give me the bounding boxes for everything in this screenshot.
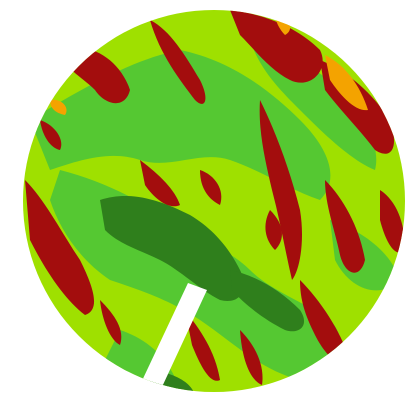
zone <box>25 180 95 315</box>
zone <box>100 300 122 345</box>
zone <box>230 10 323 83</box>
zone <box>40 120 62 150</box>
zone <box>240 330 263 385</box>
zone <box>50 99 67 115</box>
zone <box>185 310 220 381</box>
zone <box>259 100 303 280</box>
zone <box>300 280 350 364</box>
zone <box>265 210 282 250</box>
zone <box>100 195 244 301</box>
pivot-gap <box>132 283 207 392</box>
zone <box>140 160 180 207</box>
zone <box>230 270 305 332</box>
zone <box>200 170 222 205</box>
zone <box>325 180 365 273</box>
zone <box>325 55 368 111</box>
zone <box>380 190 405 253</box>
zone <box>150 20 206 104</box>
